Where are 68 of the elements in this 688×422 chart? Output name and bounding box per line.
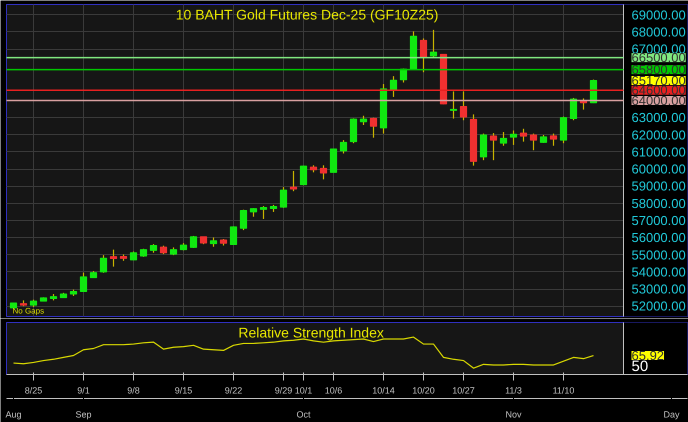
y-tick-label: 68000.00 <box>632 24 686 40</box>
y-tick-label: 56000.00 <box>632 230 686 246</box>
candlestick <box>370 117 378 138</box>
candlestick <box>350 118 358 144</box>
y-tick-label: 59000.00 <box>632 178 686 194</box>
candlestick <box>520 128 528 142</box>
candlestick <box>570 97 578 121</box>
x-tick-label: 9/15 <box>174 386 192 396</box>
ref-line-label: 65800.00 <box>632 62 686 78</box>
candlestick <box>500 131 508 146</box>
x-tick-label: 11/10 <box>552 386 574 396</box>
x-tick-label: 8/25 <box>24 386 42 396</box>
x-tick-label: 10/27 <box>452 386 475 396</box>
x-tick-label: 10/20 <box>412 386 435 396</box>
candlestick <box>420 38 428 73</box>
candlestick <box>530 132 538 151</box>
x-tick-label: 9/8 <box>127 386 140 396</box>
candlestick <box>480 132 488 161</box>
candlestick <box>550 132 558 146</box>
y-tick-label: 63000.00 <box>632 110 686 126</box>
ref-line-label: 64000.00 <box>632 93 686 108</box>
candlestick <box>210 236 218 248</box>
candlestick <box>240 209 248 231</box>
candlestick <box>290 170 298 192</box>
candlestick <box>260 206 268 220</box>
y-tick-label: 58000.00 <box>632 196 686 211</box>
candlestick <box>110 249 118 268</box>
x-tick-label: 9/29 <box>274 386 292 396</box>
y-tick-label: 57000.00 <box>632 213 686 228</box>
y-tick-label: 54000.00 <box>632 264 686 280</box>
chart-title: Relative Strength Index <box>238 324 384 340</box>
x-tick-label: 9/1 <box>77 386 90 396</box>
annotation: Nov <box>506 410 522 420</box>
candlestick <box>330 148 338 173</box>
candlestick <box>280 186 288 208</box>
candlestick <box>190 235 198 249</box>
annotation: No Gaps <box>12 306 44 316</box>
chart-title: 10 BAHT Gold Futures Dec-25 (GF10Z25) <box>176 6 438 22</box>
candlestick <box>490 132 498 161</box>
candlestick <box>80 272 88 292</box>
candlestick <box>360 115 368 126</box>
candlestick <box>510 130 518 146</box>
annotation: Oct <box>296 410 311 420</box>
candlestick <box>100 254 108 274</box>
x-tick-label: 10/14 <box>372 386 395 396</box>
candlestick <box>230 226 238 246</box>
candlestick <box>340 140 348 154</box>
annotation: Sep <box>75 410 92 420</box>
y-tick-label: 55000.00 <box>632 247 686 262</box>
y-tick-label: 60000.00 <box>632 162 686 177</box>
candlestick <box>320 164 328 180</box>
y-tick-label: 52000.00 <box>632 298 686 314</box>
x-tick-label: 10/6 <box>324 386 342 396</box>
y-tick-label: 62000.00 <box>632 127 686 142</box>
candlestick <box>460 90 468 121</box>
candlestick <box>390 76 398 98</box>
x-tick-label: 10/1 <box>294 386 312 396</box>
y-tick-label: 69000.00 <box>632 7 686 22</box>
candlestick <box>430 29 438 58</box>
text: Aug <box>5 410 22 420</box>
y-tick-label: 53000.00 <box>632 282 686 297</box>
x-tick-label: 11/3 <box>505 386 522 396</box>
text: Day <box>664 410 680 420</box>
candlestick <box>560 116 568 144</box>
candlestick <box>300 165 308 186</box>
y-tick-label: 61000.00 <box>632 144 686 160</box>
candlestick <box>450 90 458 120</box>
x-tick-label: 9/22 <box>224 386 242 396</box>
